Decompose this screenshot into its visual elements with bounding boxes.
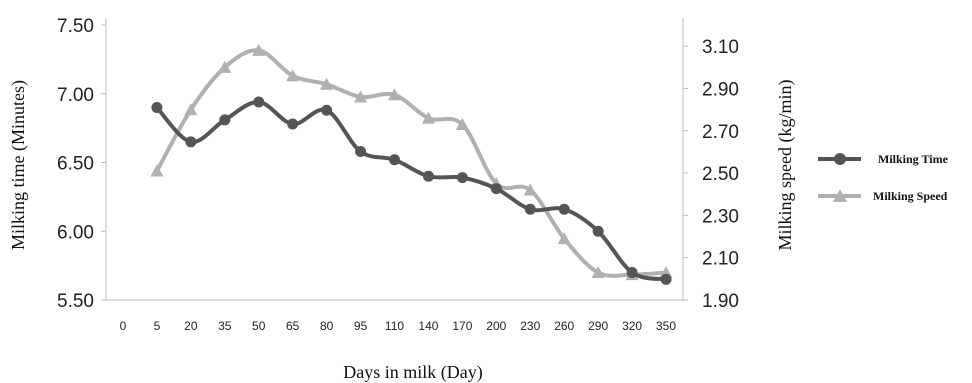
legend-label-milking-speed: Milking Speed [873, 189, 948, 203]
x-tick-label: 5 [154, 319, 161, 333]
data-point-milking-speed [455, 117, 469, 130]
left-tick-label: 6.50 [57, 154, 94, 175]
data-point-milking-speed [523, 183, 537, 196]
data-point-milking-speed [354, 90, 368, 103]
x-tick-label: 50 [252, 319, 266, 333]
x-tick-label: 65 [286, 319, 300, 333]
data-point-milking-time [490, 183, 502, 195]
x-tick-label: 0 [120, 319, 127, 333]
data-point-milking-speed [252, 43, 266, 56]
y-axis-left-title: Milking time (Minutes) [8, 80, 29, 250]
right-tick-label: 2.10 [702, 249, 739, 270]
data-point-milking-time [524, 203, 536, 215]
data-point-milking-speed [286, 69, 300, 82]
data-point-milking-time [219, 114, 231, 126]
x-tick-label: 350 [656, 319, 676, 333]
data-point-milking-time [321, 104, 333, 116]
data-point-milking-time [355, 146, 367, 157]
x-tick-label: 20 [184, 319, 198, 333]
data-point-milking-speed [184, 103, 198, 116]
x-tick-label: 95 [354, 319, 368, 333]
data-point-milking-speed [218, 60, 232, 73]
data-point-milking-speed [557, 232, 571, 245]
data-point-milking-time [253, 96, 265, 108]
data-point-milking-time [558, 203, 570, 215]
x-tick-label: 110 [385, 319, 404, 333]
legend-item-milking-time: Milking Time [818, 152, 949, 166]
left-tick-label: 7.50 [57, 16, 94, 37]
y-axis-right-title: Milking speed (kg/min) [775, 80, 796, 251]
series-layer [150, 43, 673, 285]
x-tick-label: 80 [320, 319, 334, 333]
data-point-milking-time [287, 118, 299, 130]
x-tick-label: 200 [486, 319, 506, 333]
right-tick-label: 3.10 [702, 37, 739, 58]
data-point-milking-speed [388, 88, 401, 101]
right-tick-label: 2.50 [702, 164, 739, 185]
data-point-milking-speed [150, 164, 164, 177]
data-point-milking-time [456, 172, 468, 184]
x-axis-ticks: 0 5 20 35 50 65 80 95 110 140 170 200 230 260 290 320 35… [120, 319, 677, 333]
x-axis-title: Days in milk (Day) [343, 362, 482, 383]
data-point-milking-time [389, 154, 400, 166]
x-tick-label: 320 [622, 319, 642, 333]
chart-legend: Milking Time Milking Speed [818, 152, 949, 203]
data-point-milking-speed [320, 77, 334, 90]
x-tick-label: 170 [452, 319, 472, 333]
x-tick-label: 35 [218, 319, 232, 333]
legend-marker-milking-time [834, 153, 846, 165]
data-point-milking-time [151, 102, 163, 113]
data-point-milking-time [660, 273, 672, 285]
legend-item-milking-speed: Milking Speed [818, 189, 948, 203]
left-tick-label: 7.00 [57, 85, 94, 106]
right-tick-label: 2.90 [702, 79, 739, 100]
x-tick-label: 140 [418, 319, 438, 333]
x-tick-label: 260 [554, 319, 574, 333]
data-point-milking-time [422, 170, 434, 182]
data-point-milking-speed [591, 266, 605, 279]
chart-axes [105, 18, 684, 301]
data-point-milking-time [592, 225, 604, 237]
x-tick-label: 290 [588, 319, 608, 333]
right-tick-label: 2.30 [702, 206, 739, 227]
right-axis-ticks: 1.90 2.10 2.30 2.50 2.70 2.90 3.10 [683, 37, 739, 312]
series-line-milking-speed [155, 48, 667, 278]
data-point-milking-time [185, 136, 197, 148]
data-point-milking-time [626, 267, 638, 278]
right-tick-label: 1.90 [702, 291, 739, 312]
legend-label-milking-time: Milking Time [878, 152, 949, 166]
legend-marker-milking-speed [833, 189, 847, 202]
x-tick-label: 230 [520, 319, 540, 333]
left-tick-label: 5.50 [57, 291, 94, 312]
right-tick-label: 2.70 [702, 122, 739, 143]
left-axis-ticks: 5.50 6.00 6.50 7.00 7.50 [57, 16, 106, 312]
series-line-milking-time [155, 100, 667, 282]
data-point-milking-speed [421, 111, 435, 124]
left-tick-label: 6.00 [57, 222, 94, 243]
